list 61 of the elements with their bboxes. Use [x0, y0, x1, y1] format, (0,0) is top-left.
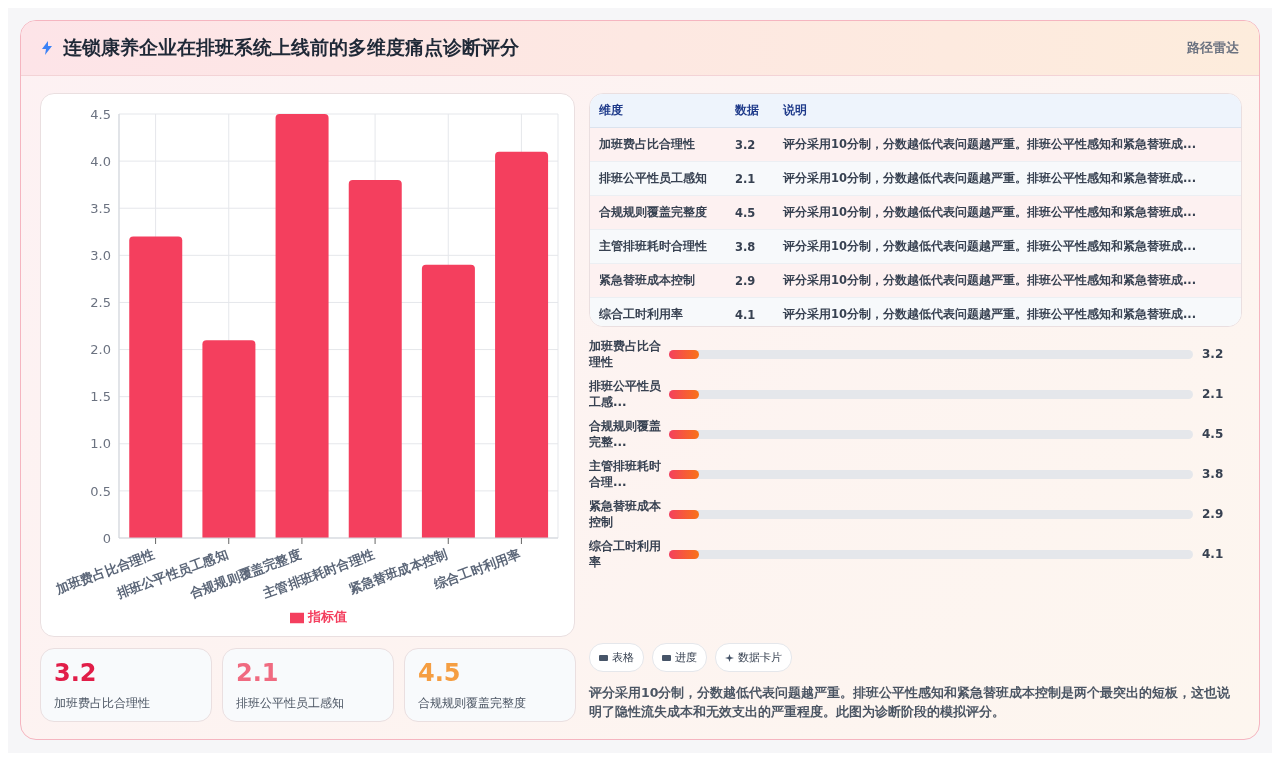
y-tick-label: 1.5 — [90, 389, 111, 405]
category-label: 加班费占比合理性 — [54, 695, 150, 712]
bar — [421, 264, 475, 538]
data-label: 4.1 — [1202, 547, 1224, 561]
bar — [202, 340, 256, 538]
text: 评分采用10分制，分数越低代表问题越严重。排班公平性感知和紧急替班成... — [783, 307, 1197, 321]
y-tick-label: 2.5 — [90, 295, 111, 311]
data-label: 4.5 — [418, 659, 461, 687]
bar — [348, 179, 402, 538]
category-label: 加班费占比合理性 — [598, 137, 696, 152]
category-label: 紧急替班成本控制 — [598, 273, 696, 288]
data-label: 2.1 — [236, 659, 279, 687]
bar — [495, 151, 549, 538]
data-label: 3.8 — [1202, 467, 1224, 481]
text: 评分采用10分制，分数越低代表问题越严重。排班公平性感知和紧急替班成... — [783, 239, 1197, 253]
category-label: 排班公平性员工感... — [589, 378, 662, 410]
bar — [129, 236, 183, 538]
y-tick-label: 2.0 — [90, 342, 111, 358]
category-label: 合规规则覆盖完整度 — [418, 695, 526, 712]
text: 评分采用10分制，分数越低代表问题越严重。排班公平性感知和紧急替班成... — [783, 171, 1197, 185]
text: 维度 — [598, 103, 624, 118]
data-label: 2.9 — [1202, 507, 1224, 521]
category-label: 合规规则覆盖完整... — [589, 418, 662, 450]
y-tick-label: 3.0 — [90, 247, 111, 263]
text: 说明 — [783, 103, 807, 118]
y-tick-label: 0 — [102, 530, 111, 546]
data-label: 3.2 — [735, 137, 757, 152]
data-label: 4.1 — [735, 307, 757, 322]
y-tick-label: 0.5 — [90, 483, 111, 499]
data-label: 3.2 — [54, 659, 97, 687]
data-label: 2.9 — [735, 273, 757, 288]
text: 评分采用10分制，分数越低代表问题越严重。排班公平性感知和紧急替班成... — [783, 205, 1197, 219]
bar — [275, 114, 329, 538]
data-label: 4.5 — [1202, 427, 1224, 441]
legend-label: 指标值 — [308, 609, 347, 624]
y-tick-label: 4.5 — [90, 106, 111, 122]
category-label: 加班费占比合理性 — [589, 338, 662, 370]
text: 路径雷达 — [1187, 39, 1239, 57]
text: 进度 — [675, 650, 697, 665]
text: 评分采用10分制，分数越低代表问题越严重。排班公平性感知和紧急替班成本控制是两个最突出的短板，这也说明了隐性流失成本和无效支出的严重程度。此图为诊断阶段的模拟评分。 — [589, 684, 1232, 721]
category-label: 主管排班耗时合理... — [589, 458, 662, 490]
data-label: 4.5 — [735, 205, 757, 220]
category-label: 排班公平性员工感知 — [236, 695, 344, 712]
y-tick-label: 3.5 — [90, 200, 111, 216]
category-label: 综合工时利用率 — [598, 307, 684, 322]
data-label: 3.8 — [735, 239, 757, 254]
text: 数据 — [735, 103, 760, 118]
data-label: 2.1 — [735, 171, 757, 186]
category-label: 排班公平性员工感知 — [598, 171, 708, 186]
data-label: 3.2 — [1202, 347, 1224, 361]
y-tick-label: 1.0 — [90, 436, 111, 452]
chart-title: 连锁康养企业在排班系统上线前的多维度痛点诊断评分 — [63, 35, 519, 60]
y-tick-label: 4.0 — [90, 153, 111, 169]
text: 数据卡片 — [738, 650, 782, 665]
text: 评分采用10分制，分数越低代表问题越严重。排班公平性感知和紧急替班成... — [783, 137, 1197, 152]
text: 评分采用10分制，分数越低代表问题越严重。排班公平性感知和紧急替班成... — [783, 273, 1197, 287]
category-label: 紧急替班成本控制 — [589, 498, 662, 530]
category-label: 合规规则覆盖完整度 — [598, 205, 708, 220]
data-label: 2.1 — [1202, 387, 1224, 401]
text: 表格 — [612, 650, 634, 665]
category-label: 主管排班耗时合理性 — [598, 239, 708, 254]
